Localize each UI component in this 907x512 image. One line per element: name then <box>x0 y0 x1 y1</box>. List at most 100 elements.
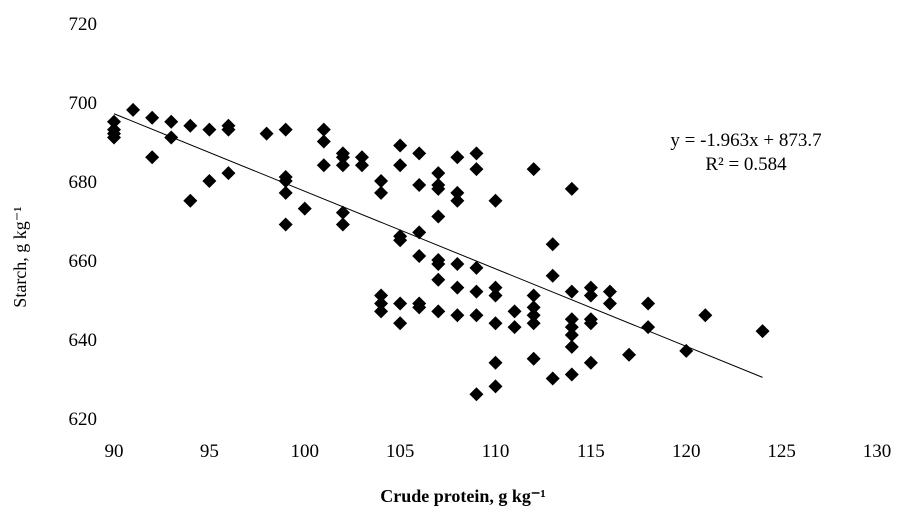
r-squared-label: R² = 0.584 <box>705 154 787 175</box>
data-point <box>564 312 579 327</box>
data-point <box>335 217 350 232</box>
data-point <box>412 177 427 192</box>
x-tick-label: 90 <box>105 441 124 462</box>
data-point <box>297 201 312 216</box>
data-point <box>564 328 579 343</box>
data-point <box>126 102 141 117</box>
data-point <box>698 308 713 323</box>
data-point <box>488 288 503 303</box>
x-tick-label: 120 <box>672 441 701 462</box>
data-point <box>583 355 598 370</box>
data-point <box>450 256 465 271</box>
data-point <box>431 304 446 319</box>
x-tick-label: 125 <box>767 441 796 462</box>
data-point <box>469 284 484 299</box>
data-point <box>507 320 522 335</box>
data-point <box>412 225 427 240</box>
data-point <box>469 162 484 177</box>
data-point <box>412 146 427 161</box>
y-tick-label: 640 <box>69 330 98 351</box>
data-point <box>526 351 541 366</box>
data-point <box>393 316 408 331</box>
data-point <box>450 308 465 323</box>
data-point <box>374 174 389 188</box>
data-point <box>374 296 389 311</box>
data-point <box>564 339 579 354</box>
data-point <box>583 288 598 303</box>
data-point <box>374 304 389 319</box>
data-point <box>431 166 446 181</box>
y-axis-ticks: 620 640 660 680 700 720 <box>69 14 98 430</box>
data-point <box>202 174 217 188</box>
x-tick-label: 115 <box>577 441 605 462</box>
data-point <box>202 122 217 137</box>
data-point <box>469 387 484 402</box>
data-point <box>278 122 293 137</box>
data-point <box>278 185 293 200</box>
data-point <box>145 150 160 165</box>
data-point <box>469 146 484 161</box>
data-point <box>564 181 579 196</box>
data-point <box>602 284 617 299</box>
data-point <box>335 205 350 220</box>
data-point <box>526 162 541 177</box>
x-tick-label: 100 <box>291 441 320 462</box>
data-points <box>107 102 770 402</box>
data-point <box>431 181 446 196</box>
data-point <box>374 185 389 200</box>
data-point <box>583 316 598 331</box>
x-axis-title: Crude protein, g kg⁻¹ <box>380 486 546 506</box>
data-point <box>602 296 617 311</box>
data-point <box>412 249 427 264</box>
data-point <box>316 158 331 173</box>
x-tick-label: 105 <box>386 441 415 462</box>
data-point <box>450 193 465 208</box>
trendline <box>113 113 763 378</box>
data-point <box>164 130 179 145</box>
data-point <box>335 158 350 173</box>
data-point <box>354 150 369 165</box>
data-point <box>393 158 408 173</box>
data-point <box>755 324 770 339</box>
data-point <box>412 300 427 315</box>
data-point <box>164 114 179 129</box>
trendline-group <box>113 113 763 378</box>
data-point <box>622 347 637 362</box>
x-tick-label: 110 <box>482 441 510 462</box>
data-point <box>526 300 541 315</box>
data-point <box>469 260 484 275</box>
data-point <box>488 355 503 370</box>
data-point <box>431 209 446 224</box>
data-point <box>583 280 598 295</box>
data-point <box>488 280 503 295</box>
data-point <box>450 185 465 200</box>
data-point <box>507 304 522 319</box>
data-point <box>545 237 560 252</box>
y-tick-label: 700 <box>69 93 98 114</box>
data-point <box>450 150 465 165</box>
data-point <box>183 118 198 133</box>
y-tick-label: 660 <box>69 251 98 272</box>
data-point <box>374 288 389 303</box>
data-point <box>393 233 408 248</box>
data-point <box>526 308 541 323</box>
data-point <box>488 193 503 208</box>
data-point <box>354 158 369 173</box>
data-point <box>431 256 446 271</box>
data-point <box>564 284 579 299</box>
data-point <box>450 280 465 295</box>
data-point <box>564 367 579 382</box>
data-point <box>488 379 503 394</box>
data-point <box>316 134 331 149</box>
data-point <box>545 371 560 386</box>
data-point <box>259 126 274 141</box>
data-point <box>221 122 236 137</box>
data-point <box>469 308 484 323</box>
data-point <box>393 296 408 311</box>
data-point <box>107 130 121 145</box>
y-tick-label: 620 <box>69 409 98 430</box>
y-tick-label: 680 <box>69 172 98 193</box>
data-point <box>316 122 331 137</box>
data-point <box>183 193 198 208</box>
data-point <box>545 268 560 283</box>
